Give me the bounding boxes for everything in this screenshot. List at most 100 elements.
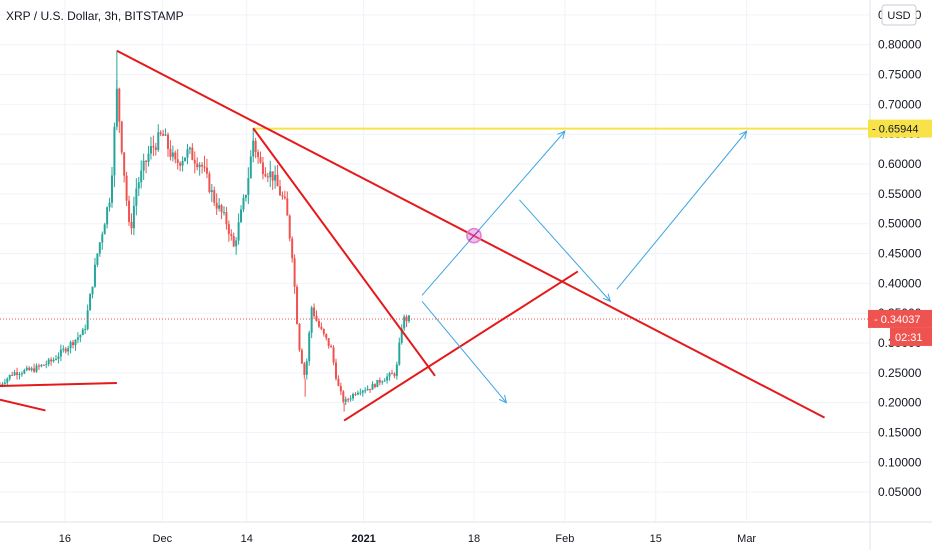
projection-arrowhead — [557, 130, 566, 140]
candle-body — [398, 342, 401, 365]
candle-body — [222, 212, 225, 214]
projection-arrowhead — [739, 130, 748, 140]
candle-body — [57, 356, 60, 359]
y-tick-label: 0.45000 — [878, 247, 922, 261]
x-tick-label: 2021 — [351, 533, 375, 545]
candle-body — [349, 398, 352, 400]
x-axis: 16 Dec 14 2021 18 Feb 15 Mar — [0, 521, 932, 545]
candle-body — [40, 364, 43, 367]
y-tick-label: 0.25000 — [878, 366, 922, 380]
candle-body — [25, 367, 28, 371]
candle-body — [201, 164, 204, 167]
candle-body — [50, 359, 53, 362]
candle-body — [54, 358, 57, 360]
candle-body — [69, 342, 72, 349]
candle-body — [303, 363, 306, 375]
candle-body — [400, 328, 403, 343]
candle-body — [179, 163, 182, 166]
candle-body — [364, 390, 367, 392]
crossing-marker-slash — [468, 230, 480, 241]
candle-body — [130, 221, 133, 229]
candle-body — [115, 88, 118, 127]
candle-body — [264, 174, 267, 177]
y-tick-label: 0.40000 — [878, 276, 922, 290]
candle-body — [28, 367, 31, 371]
candle-body — [35, 365, 38, 372]
candle-body — [8, 374, 11, 379]
candle-body — [293, 258, 296, 287]
candle-body — [6, 378, 9, 383]
candle-body — [11, 374, 14, 376]
projection-arrowhead — [602, 293, 612, 303]
candle-body — [288, 215, 291, 239]
candle-body — [305, 361, 308, 375]
candle-body — [106, 207, 109, 225]
candle-body — [203, 166, 206, 168]
candle-body — [159, 132, 162, 134]
candle-body — [67, 348, 70, 352]
candle-body — [352, 394, 355, 399]
candle-body — [378, 379, 381, 383]
candle-body — [281, 195, 284, 197]
projection-arrow — [519, 199, 611, 302]
y-axis: 0.050000.100000.150000.200000.250000.300… — [869, 0, 922, 550]
trendline — [343, 270, 579, 422]
candle-body — [298, 323, 301, 350]
candle-body — [313, 307, 316, 316]
drawings — [0, 49, 870, 422]
candle-body — [162, 133, 165, 136]
candle-body — [242, 197, 245, 210]
candle-body — [354, 394, 357, 396]
candle-body — [332, 347, 335, 363]
currency-label: USD — [887, 10, 910, 22]
candle-body — [30, 368, 33, 371]
candle-body — [300, 349, 303, 364]
currency-button[interactable]: USD — [881, 4, 917, 26]
candle-body — [33, 368, 36, 372]
y-tick-label: 0.15000 — [878, 426, 922, 440]
candle-body — [218, 205, 221, 209]
candle-body — [198, 164, 201, 168]
candle-body — [227, 224, 230, 235]
trendline — [252, 127, 436, 377]
y-tick-label: 0.50000 — [878, 217, 922, 231]
candle-body — [381, 381, 384, 383]
grid — [0, 0, 870, 522]
candle-body — [142, 160, 145, 171]
candle-body — [13, 372, 16, 376]
projection-arrow — [421, 300, 507, 404]
candle-body — [135, 188, 138, 206]
candle-body — [220, 205, 223, 213]
symbol-title: XRP / U.S. Dollar, 3h, BITSTAMP — [6, 9, 184, 23]
candle-body — [247, 178, 250, 196]
candle-body — [47, 359, 50, 365]
candle-body — [266, 176, 269, 178]
candle-body — [81, 329, 84, 336]
x-tick-label: Mar — [737, 533, 756, 545]
candle-body — [186, 149, 189, 158]
last-price-badge — [868, 309, 932, 328]
y-tick-label: 0.75000 — [878, 68, 922, 82]
candle-body — [395, 364, 398, 376]
candle-body — [37, 365, 40, 367]
candle-body — [225, 212, 228, 225]
candle-body — [86, 310, 89, 329]
candle-body — [96, 253, 99, 265]
candle-body — [208, 173, 211, 192]
candle-body — [405, 316, 408, 322]
candle-body — [196, 163, 199, 168]
candle-body — [366, 388, 369, 391]
candle-body — [254, 140, 257, 152]
candle-body — [261, 162, 264, 175]
candle-body — [232, 235, 235, 247]
candle-body — [169, 148, 172, 157]
projection-arrowhead — [498, 394, 508, 404]
candle-body — [376, 379, 379, 388]
candle-body — [140, 170, 143, 183]
candle-body — [344, 399, 347, 402]
candle-body — [191, 147, 194, 160]
x-tick-label: Dec — [153, 533, 173, 545]
candle-body — [342, 391, 345, 402]
candle-body — [386, 376, 389, 381]
